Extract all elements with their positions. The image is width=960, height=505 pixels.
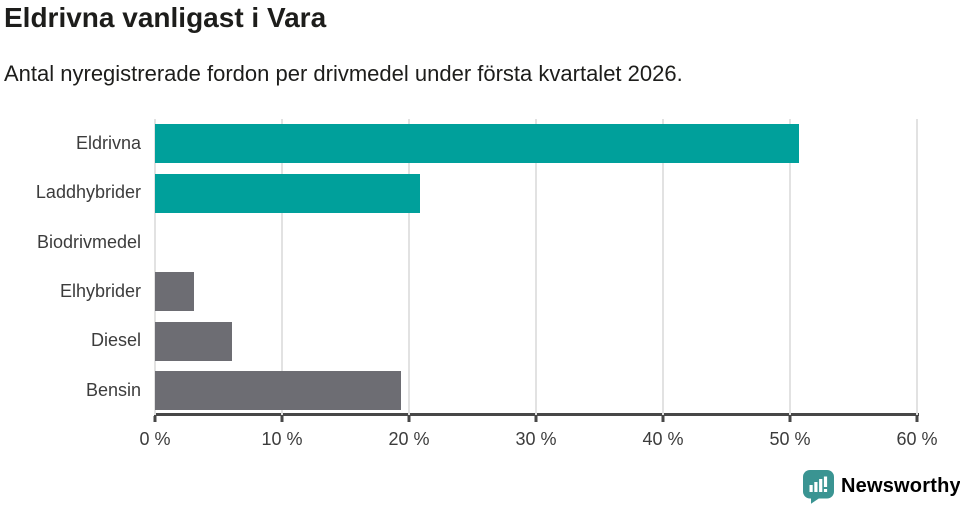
category-label: Biodrivmedel — [36, 231, 141, 252]
category-label: Elhybrider — [59, 281, 141, 302]
x-tick-label: 40 % — [642, 429, 684, 449]
axis-tick — [153, 416, 157, 422]
newsworthy-logo: Newsworthy — [802, 469, 960, 504]
axis-tick — [407, 416, 411, 422]
gridline — [408, 119, 410, 415]
category-label: Diesel — [90, 330, 141, 351]
category-label: Laddhybrider — [35, 182, 141, 203]
y-axis-labels: Eldrivna Laddhybrider Biodrivmedel Elhybrid… — [0, 119, 141, 415]
chart-title: Eldrivna vanligast i Vara — [4, 2, 327, 33]
bar-elhybrider — [155, 272, 195, 312]
gridline — [154, 119, 156, 415]
x-axis-tick-labels: 0 % 10 % 20 % 30 % 40 % 50 % 60 % — [139, 429, 937, 451]
axis-tick — [280, 416, 284, 422]
bar-chart: Eldrivna Laddhybrider Biodrivmedel Elhybrid… — [0, 119, 960, 449]
bar-bensin — [155, 370, 402, 410]
bar-eldrivna — [155, 124, 799, 164]
gridline — [916, 119, 918, 415]
gridline — [281, 119, 283, 415]
axis-tick — [788, 416, 792, 422]
category-label: Eldrivna — [75, 133, 141, 154]
x-tick-label: 10 % — [261, 429, 303, 449]
plot-area — [153, 119, 919, 422]
x-tick-label: 30 % — [515, 429, 557, 449]
x-tick-label: 0 % — [139, 429, 171, 449]
chart-subtitle: Antal nyregistrerade fordon per drivmede… — [4, 61, 683, 86]
axis-tick — [915, 416, 919, 422]
axis-tick — [534, 416, 538, 422]
bar-diesel — [155, 321, 233, 361]
gridline — [535, 119, 537, 415]
axis-tick — [661, 416, 665, 422]
newsworthy-wordmark: Newsworthy — [841, 475, 960, 497]
newsworthy-icon — [803, 470, 834, 504]
bar-laddhybrider — [155, 173, 421, 213]
gridline — [789, 119, 791, 415]
x-tick-label: 50 % — [769, 429, 811, 449]
x-tick-label: 60 % — [896, 429, 938, 449]
category-label: Bensin — [85, 379, 141, 400]
x-tick-label: 20 % — [388, 429, 430, 449]
gridline — [662, 119, 664, 415]
